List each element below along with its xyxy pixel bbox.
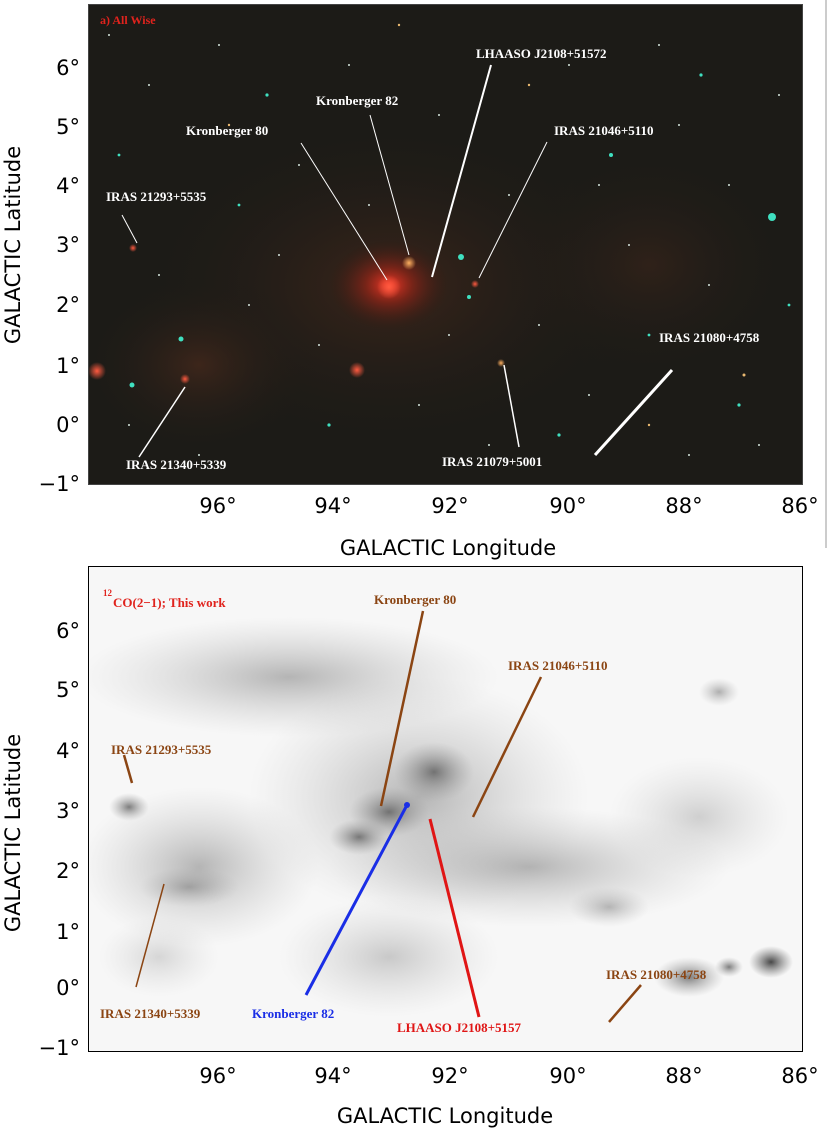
iras21340-pointer xyxy=(138,386,186,458)
co-xtick: 92° xyxy=(431,1064,468,1088)
kron80-pointer xyxy=(300,142,388,281)
iras21046-label: IRAS 21046+5110 xyxy=(554,123,654,138)
co-iras21046-label: IRAS 21046+5110 xyxy=(508,658,608,673)
co-ytick: −1° xyxy=(39,1036,80,1060)
co-ytick: 2° xyxy=(56,859,80,883)
iras21293-pointer xyxy=(121,214,138,244)
co-intensity-map: 12 CO(2−1); This work Kronberger 80 IRAS… xyxy=(89,567,802,1051)
co-xtick: 90° xyxy=(549,1064,586,1088)
allwise-ytick: 5° xyxy=(56,115,80,139)
allwise-xtick: 94° xyxy=(314,494,351,518)
co-lhaaso-label: LHAASO J2108+5157 xyxy=(397,1020,522,1035)
co-ytick: 5° xyxy=(56,678,80,702)
allwise-panel-label: a) All Wise xyxy=(100,13,156,27)
allwise-ytick: 4° xyxy=(56,174,80,198)
kron82-label: Kronberger 82 xyxy=(316,93,398,108)
allwise-xtick: 88° xyxy=(665,494,702,518)
iras21340-label: IRAS 21340+5339 xyxy=(126,457,227,472)
co-xlabel: GALACTIC Longitude xyxy=(337,1104,553,1128)
co-map-image: 12 CO(2−1); This work Kronberger 80 IRAS… xyxy=(88,566,803,1052)
co-ytick: 0° xyxy=(56,976,80,1000)
co-iras21340-label: IRAS 21340+5339 xyxy=(100,1006,201,1021)
iras21079-label: IRAS 21079+5001 xyxy=(442,454,542,469)
allwise-xlabel: GALACTIC Longitude xyxy=(340,536,556,560)
allwise-xtick: 86° xyxy=(781,494,818,518)
co-kron82-pointer xyxy=(304,804,409,996)
iras21079-pointer xyxy=(503,364,520,448)
co-xtick: 94° xyxy=(314,1064,351,1088)
co-ytick: 6° xyxy=(56,619,80,643)
allwise-xtick: 92° xyxy=(431,494,468,518)
co-label-superscript: 12 xyxy=(103,588,113,598)
co-xtick: 88° xyxy=(665,1064,702,1088)
allwise-ytick: 1° xyxy=(56,354,80,378)
allwise-sky-map: a) All Wise LHAASO J2108+51572 Kronberge… xyxy=(89,5,802,484)
co-panel-label: CO(2−1); This work xyxy=(113,595,226,610)
allwise-ytick: 2° xyxy=(56,293,80,317)
co-xtick: 96° xyxy=(199,1064,236,1088)
allwise-panel: a) All Wise LHAASO J2108+51572 Kronberge… xyxy=(0,0,830,565)
iras21080-pointer xyxy=(593,368,674,457)
co-iras21293-pointer xyxy=(122,754,134,784)
allwise-ytick: 0° xyxy=(56,413,80,437)
co-iras21293-label: IRAS 21293+5535 xyxy=(111,742,212,757)
co-ylabel: GALACTIC Latitude xyxy=(1,734,25,932)
co-iras21340-pointer xyxy=(135,883,165,988)
co-iras21080-pointer xyxy=(608,984,642,1023)
co-ytick: 1° xyxy=(56,920,80,944)
iras21080-label: IRAS 21080+4758 xyxy=(659,330,760,345)
co-iras21080-label: IRAS 21080+4758 xyxy=(606,967,707,982)
allwise-image: a) All Wise LHAASO J2108+51572 Kronberge… xyxy=(88,4,803,485)
co-kron80-label: Kronberger 80 xyxy=(374,592,456,607)
allwise-ytick: 6° xyxy=(56,56,80,80)
iras21046-pointer xyxy=(478,141,548,279)
co-ytick: 4° xyxy=(56,739,80,763)
allwise-xtick: 96° xyxy=(199,494,236,518)
co-lhaaso-pointer xyxy=(428,818,481,1018)
allwise-xtick: 90° xyxy=(549,494,586,518)
co-ytick: 3° xyxy=(56,799,80,823)
lhaaso-label: LHAASO J2108+51572 xyxy=(476,46,607,61)
iras21293-label: IRAS 21293+5535 xyxy=(106,189,207,204)
allwise-ytick: −1° xyxy=(39,472,80,496)
lhaaso-pointer xyxy=(431,64,492,278)
co-kron80-pointer xyxy=(379,610,425,807)
allwise-ytick: 3° xyxy=(56,233,80,257)
co-kron82-label: Kronberger 82 xyxy=(252,1006,334,1021)
kron80-label: Kronberger 80 xyxy=(186,123,268,138)
allwise-ylabel: GALACTIC Latitude xyxy=(1,146,25,344)
co-iras21046-pointer xyxy=(471,676,543,818)
co-xtick: 86° xyxy=(781,1064,818,1088)
co-kron82-marker xyxy=(404,802,410,808)
kron82-pointer xyxy=(369,114,410,256)
